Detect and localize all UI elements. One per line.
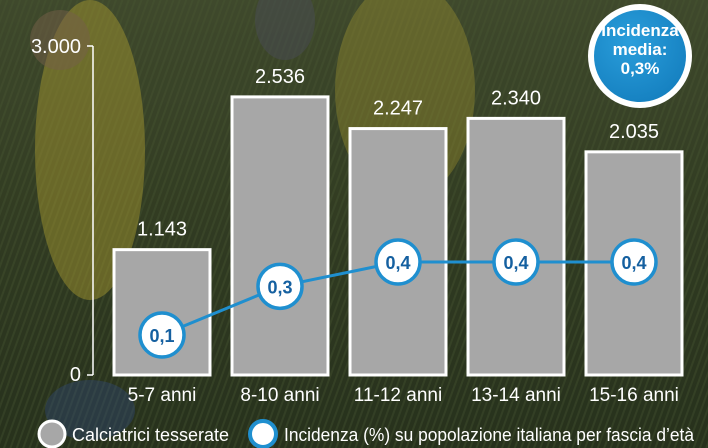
- line-marker: [610, 238, 658, 286]
- line-value-label: 0,1: [149, 326, 174, 346]
- legend-label: Calciatrici tesserate: [72, 425, 229, 445]
- bar-value-label: 1.143: [137, 219, 187, 241]
- y-tick-label: 3.000: [31, 36, 81, 58]
- line-value-label: 0,4: [621, 253, 646, 273]
- x-tick-label: 11-12 anni: [354, 385, 442, 406]
- bar: [230, 95, 330, 377]
- line-marker: [256, 262, 304, 311]
- line-value-label: 0,4: [385, 253, 410, 273]
- x-tick-label: 15-16 anni: [589, 385, 679, 406]
- bar-value-label: 2.035: [609, 121, 659, 143]
- line-value-label: 0,3: [267, 277, 292, 297]
- badge-circle: [594, 10, 686, 102]
- line-marker: [492, 238, 540, 286]
- legend-swatch-line: [248, 419, 278, 448]
- badge-text: 0,3%: [621, 59, 660, 78]
- x-tick-label: 13-14 anni: [471, 385, 561, 406]
- line-marker: [374, 238, 422, 286]
- badge-text: media:: [613, 40, 668, 59]
- bar-value-label: 2.340: [491, 87, 541, 109]
- x-tick-label: 8-10 anni: [240, 385, 319, 406]
- line-value-label: 0,4: [503, 253, 528, 273]
- line-marker: [138, 311, 186, 359]
- x-tick-label: 5-7 anni: [128, 385, 197, 406]
- bar-value-label: 2.247: [373, 98, 423, 120]
- legend-swatch-bars: [37, 419, 67, 448]
- bar-value-label: 2.536: [255, 66, 305, 88]
- y-tick-label: 0: [70, 364, 81, 386]
- legend-label: Incidenza (%) su popolazione italiana pe…: [284, 425, 695, 445]
- badge-text: Incidenza: [601, 21, 679, 40]
